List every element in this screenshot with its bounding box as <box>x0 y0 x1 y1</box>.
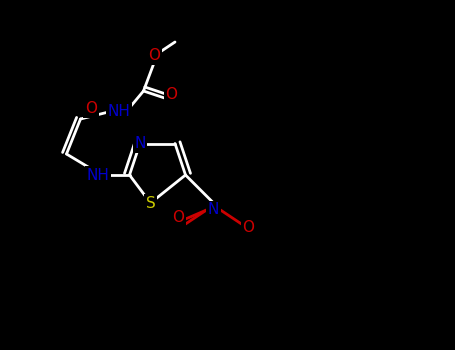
Text: O: O <box>243 220 254 235</box>
Text: NH: NH <box>86 168 110 182</box>
Text: S: S <box>146 196 155 210</box>
Text: N: N <box>208 203 219 217</box>
Text: O: O <box>172 210 184 224</box>
Text: N: N <box>134 136 146 151</box>
Text: NH: NH <box>107 105 131 119</box>
Text: O: O <box>148 49 160 63</box>
Text: O: O <box>166 87 177 102</box>
Text: O: O <box>85 101 97 116</box>
